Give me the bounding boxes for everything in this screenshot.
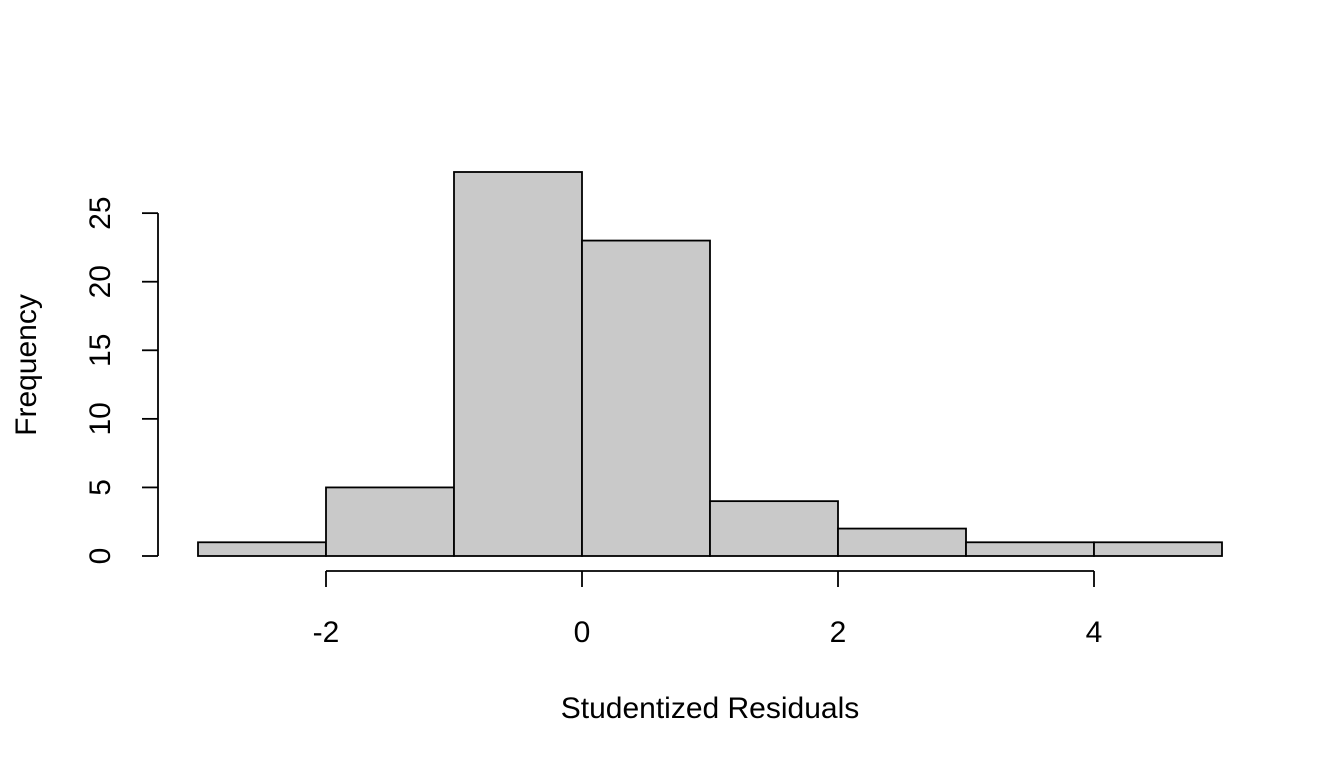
histogram-bar-4 [709,500,839,557]
y-tick-label: 0 [84,548,117,565]
x-axis: -2 0 2 4 [313,570,1103,649]
y-tick-label: 20 [84,265,117,298]
x-tick-label: -2 [313,616,340,649]
histogram-bar-2 [453,171,583,557]
histogram-bar-1 [325,486,455,557]
x-tick-label: 4 [1086,616,1103,649]
histogram-bar-7 [1093,541,1223,557]
y-tick-label: 10 [84,402,117,435]
y-axis: 0 5 10 15 20 25 [84,196,159,565]
histogram-bar-3 [581,239,711,557]
histogram-bar-5 [837,527,967,557]
x-axis-title: Studentized Residuals [561,692,860,725]
y-tick-label: 25 [84,196,117,229]
x-tick-label: 0 [574,616,591,649]
histogram-bar-0 [197,541,327,557]
x-tick-label: 2 [830,616,847,649]
histogram-bar-6 [965,541,1095,557]
bars-group [197,171,1223,557]
y-tick-label: 15 [84,334,117,367]
y-axis-title: Frequency [10,294,43,436]
y-tick-label: 5 [84,479,117,496]
